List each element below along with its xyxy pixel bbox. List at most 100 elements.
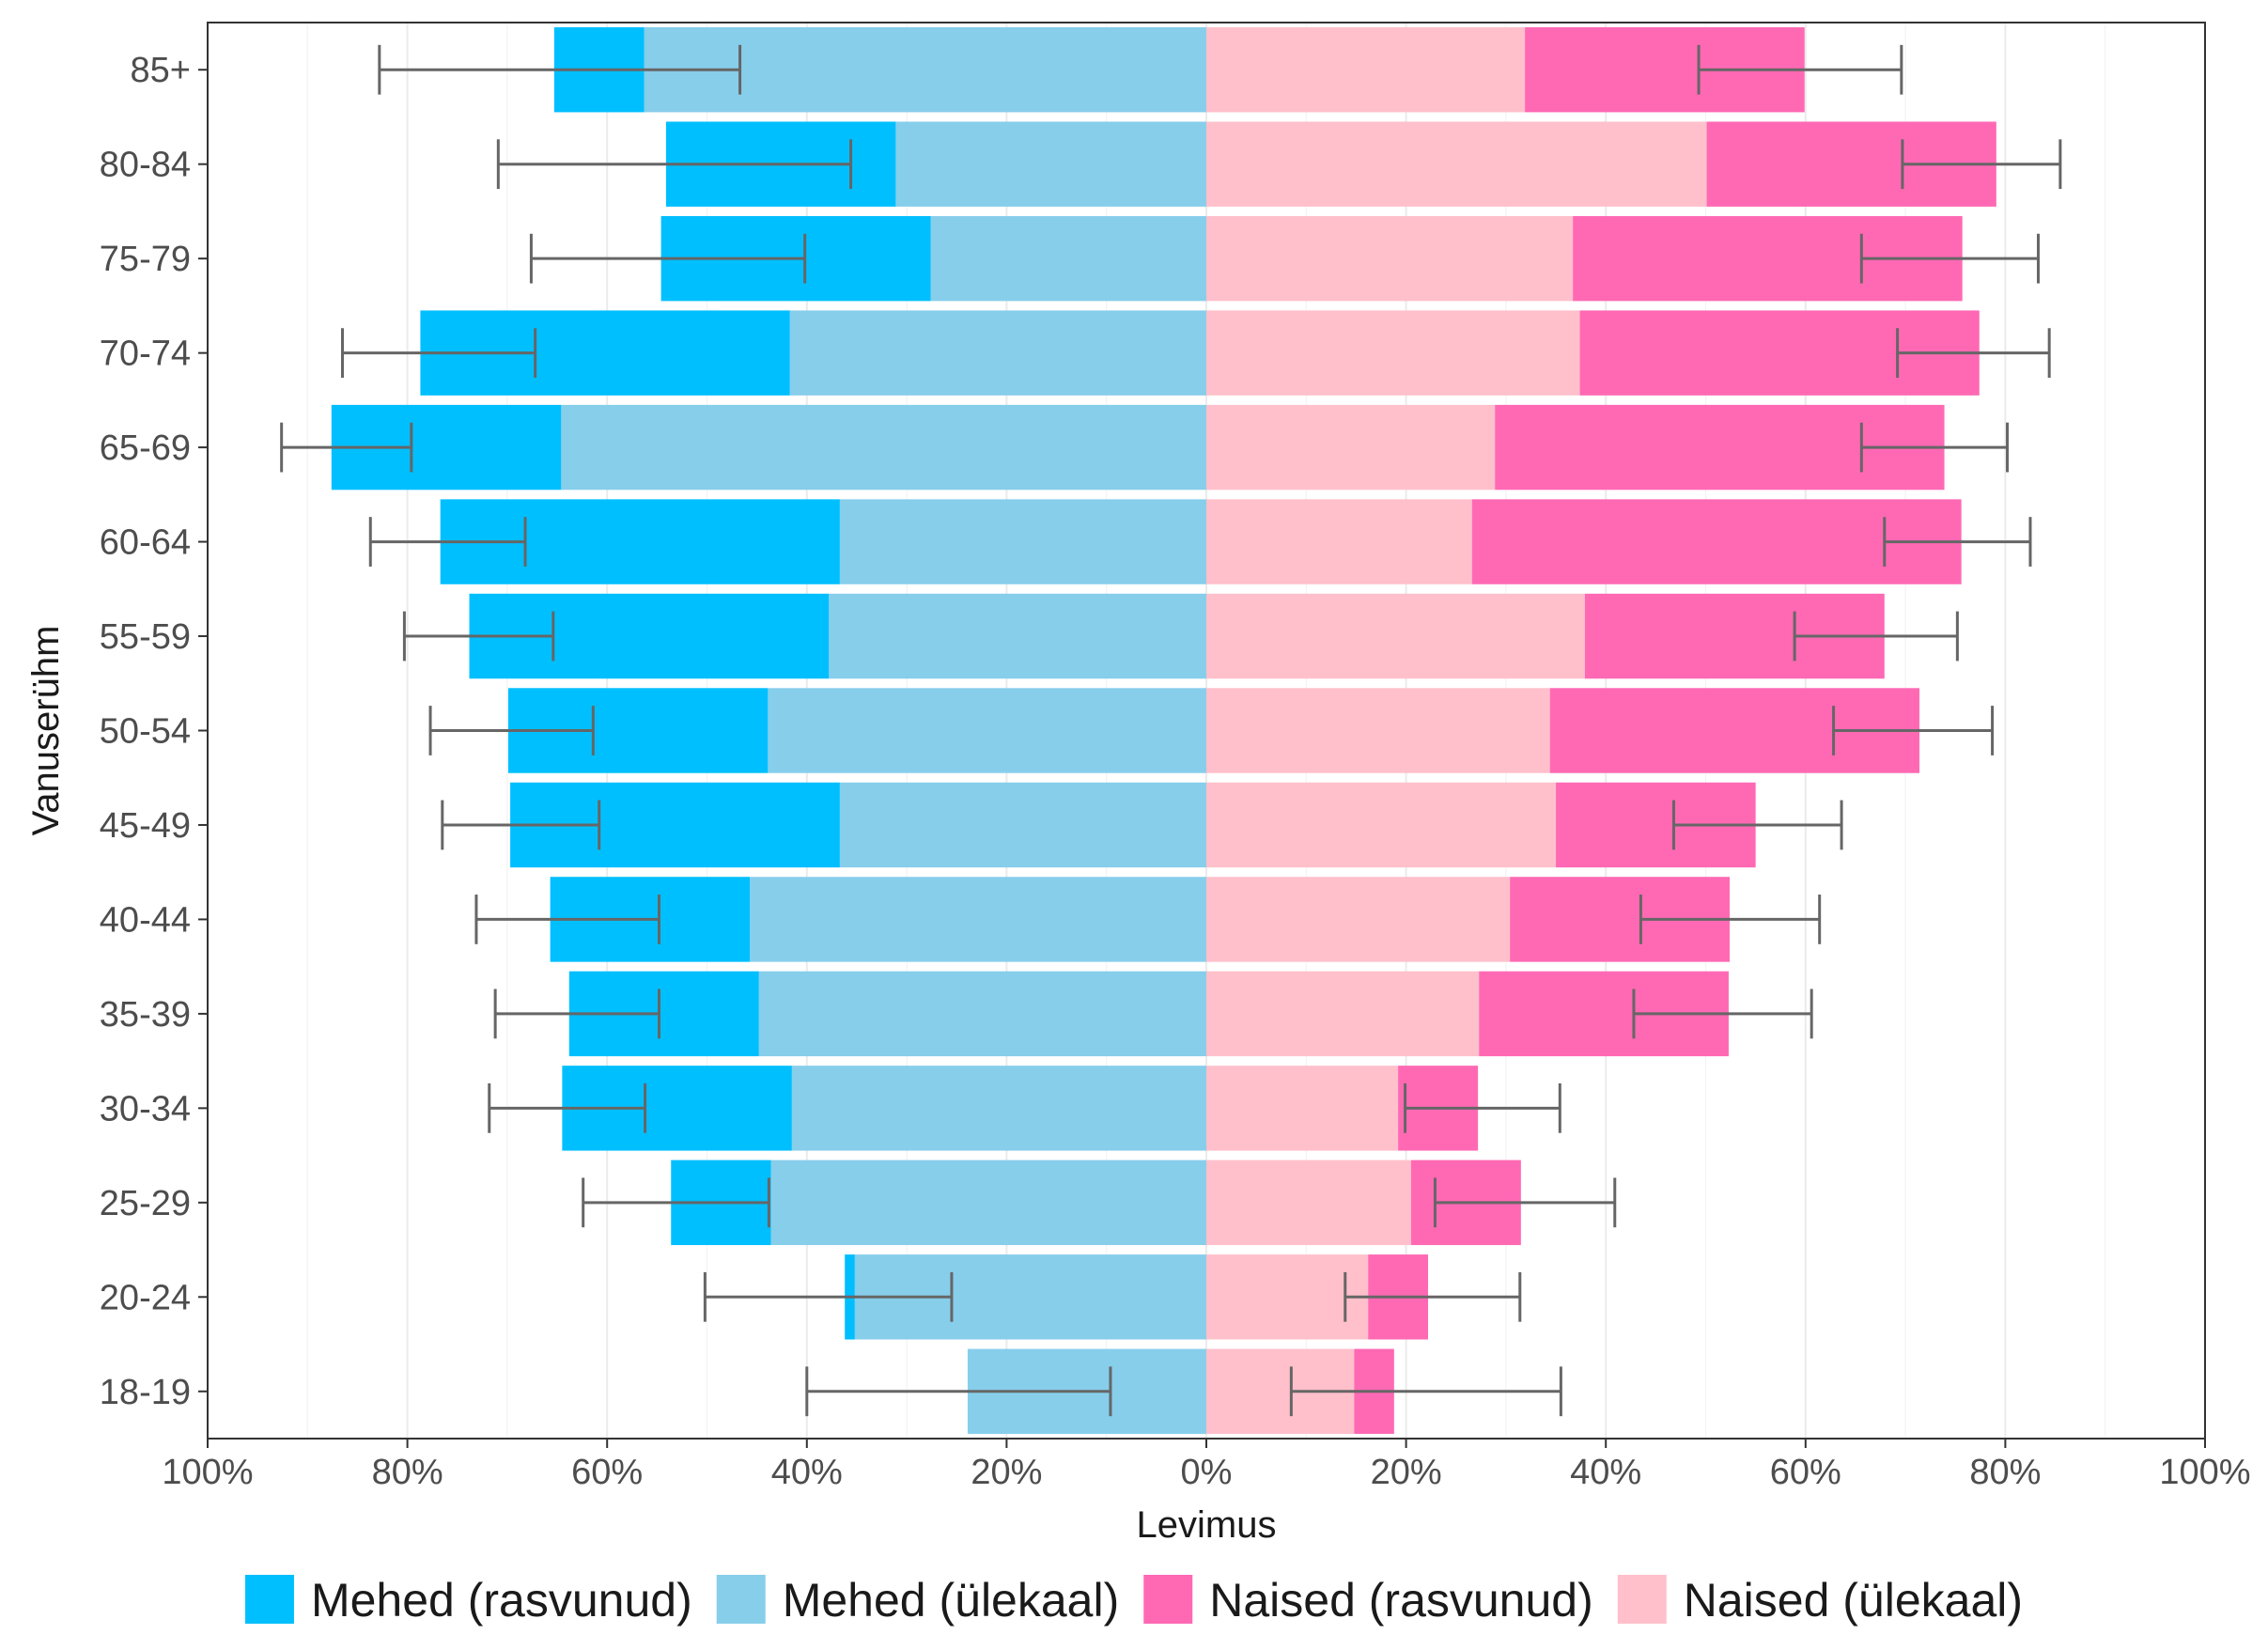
y-tick-label: 55-59 [100, 617, 191, 657]
errorbar-layer [280, 44, 2062, 1417]
errorbar-men [378, 44, 742, 95]
errorbar-women [1639, 895, 1822, 944]
x-tick-label: 20% [971, 1453, 1042, 1492]
bar-women-overweight [1206, 1066, 1399, 1151]
legend-label: Naised (rasvunud) [1209, 1574, 1593, 1627]
bar-men-overweight [839, 782, 1206, 868]
x-tick-label: 20% [1371, 1453, 1442, 1492]
errorbar-men [496, 139, 853, 190]
bar-men-overweight [789, 310, 1206, 396]
bar-men-overweight [839, 499, 1206, 584]
legend-key [244, 1575, 294, 1624]
x-tick-label: 100% [2159, 1453, 2250, 1492]
bar-women-obese [1471, 499, 1962, 584]
y-tick-label: 30-34 [100, 1089, 191, 1129]
errorbar-men [493, 988, 660, 1039]
legend-item: Mehed (ülekaal) [716, 1574, 1120, 1627]
errorbar-women [1896, 328, 2051, 379]
bar-men-overweight [930, 215, 1206, 302]
y-tick-label: 40-44 [100, 900, 191, 940]
bar-men-overweight [791, 1066, 1206, 1151]
errorbar-women [1632, 988, 1813, 1039]
errorbar-men [441, 800, 601, 850]
legend-key [1617, 1575, 1667, 1624]
legend-label: Mehed (rasvunud) [311, 1574, 692, 1627]
bar-women-overweight [1206, 593, 1585, 679]
errorbar-women [1344, 1271, 1522, 1322]
bar-women-overweight [1206, 1254, 1369, 1340]
errorbar-men [488, 1082, 647, 1133]
bar-women-overweight [1206, 215, 1574, 302]
errorbar-men [341, 328, 537, 379]
x-tick-label: 60% [1770, 1453, 1841, 1492]
errorbar-women [1901, 139, 2062, 190]
bar-women-overweight [1206, 499, 1472, 584]
legend-label: Naised (ülekaal) [1684, 1574, 2023, 1627]
errorbar-men [368, 517, 527, 567]
errorbar-women [1832, 706, 1995, 755]
x-axis-title: Levimus [1137, 1504, 1277, 1546]
bar-men-overweight [770, 1160, 1206, 1246]
bar-women-overweight [1206, 971, 1480, 1057]
errorbar-men [703, 1271, 954, 1322]
bar-men-overweight [750, 877, 1206, 962]
y-axis-title: Vanuserühm [25, 626, 67, 836]
errorbar-men [805, 1366, 1112, 1417]
legend-key [1143, 1575, 1193, 1624]
errorbar-women [1697, 44, 1903, 95]
errorbar-men [428, 706, 595, 755]
y-tick-label: 45-49 [100, 806, 191, 846]
legend-label: Mehed (ülekaal) [783, 1574, 1120, 1627]
y-tick-label: 35-39 [100, 995, 191, 1035]
x-tick-label: 100% [162, 1453, 253, 1492]
errorbar-women [1289, 1366, 1562, 1417]
y-tick-label: 85+ [131, 51, 191, 90]
x-tick-label: 80% [372, 1453, 443, 1492]
bar-women-overweight [1206, 121, 1707, 207]
y-tick-label: 18-19 [100, 1373, 191, 1412]
errorbar-women [1793, 611, 1959, 662]
errorbar-women [1883, 517, 2032, 567]
bar-women-overweight [1206, 782, 1557, 868]
y-tick-label: 25-29 [100, 1184, 191, 1223]
errorbar-men [529, 233, 807, 284]
bar-women-overweight [1206, 877, 1511, 962]
x-tick-label: 40% [1570, 1453, 1641, 1492]
legend-key [716, 1575, 766, 1624]
y-tick-label: 75-79 [100, 240, 191, 279]
legend-item: Naised (rasvunud) [1143, 1574, 1593, 1627]
bar-men-overweight [829, 593, 1206, 679]
errorbar-women [1671, 800, 1843, 850]
errorbar-men [402, 611, 555, 662]
errorbar-men [280, 422, 413, 473]
bar-women-overweight [1206, 688, 1550, 773]
y-tick-label: 70-74 [100, 335, 191, 374]
x-tick-label: 60% [571, 1453, 643, 1492]
legend-item: Mehed (rasvunud) [244, 1574, 692, 1627]
bar-women-overweight [1206, 27, 1526, 113]
bar-women-overweight [1206, 1160, 1411, 1246]
errorbar-women [1404, 1082, 1561, 1133]
y-tick-label: 65-69 [100, 428, 191, 468]
legend: Mehed (rasvunud) Mehed (ülekaal) Naised (r… [244, 1574, 2023, 1627]
y-tick-label: 50-54 [100, 712, 191, 752]
errorbar-men [474, 895, 660, 944]
errorbar-women [1859, 233, 2040, 284]
x-tick-label: 80% [1969, 1453, 2041, 1492]
bar-women-overweight [1206, 404, 1496, 490]
bar-men-overweight [768, 688, 1206, 773]
bar-men-overweight [758, 971, 1206, 1057]
legend-item: Naised (ülekaal) [1617, 1574, 2023, 1627]
y-tick-label: 80-84 [100, 146, 191, 185]
bar-men-overweight [561, 404, 1206, 490]
y-tick-label: 60-64 [100, 523, 191, 563]
bar-layer [331, 27, 1996, 1434]
tick-layer: 100% 80% 60% 40% 20% 0% 20% 40% 60% 80% 100% 85+ 80-… [100, 51, 2251, 1492]
errorbar-women [1433, 1177, 1617, 1228]
bar-men-overweight [895, 121, 1206, 207]
errorbar-women [1859, 422, 2010, 473]
bar-women-overweight [1206, 310, 1580, 396]
y-tick-label: 20-24 [100, 1278, 191, 1317]
